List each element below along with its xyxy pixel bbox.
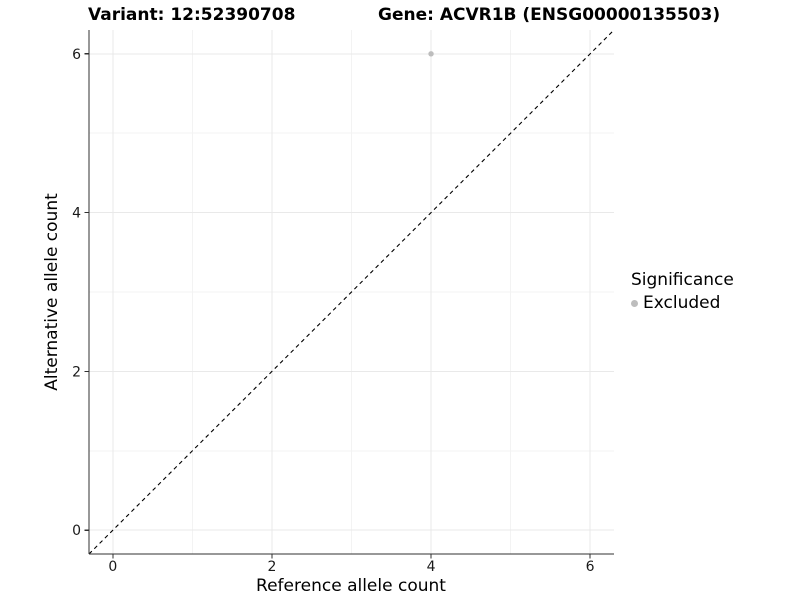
data-point	[428, 51, 434, 57]
legend: Significance Excluded	[631, 270, 734, 313]
identity-reference-line	[88, 29, 615, 555]
y-tick-label: 0	[72, 523, 81, 539]
x-tick-label: 4	[427, 559, 436, 575]
y-tick-label: 2	[72, 364, 81, 380]
x-tick-label: 2	[267, 559, 276, 575]
x-tick-label: 6	[586, 559, 595, 575]
y-tick-label: 6	[72, 47, 81, 63]
x-tick-label: 0	[108, 559, 117, 575]
plot-title-variant: Variant: 12:52390708	[88, 5, 296, 25]
x-axis-title: Reference allele count	[256, 576, 446, 596]
plot-title-gene: Gene: ACVR1B (ENSG00000135503)	[378, 5, 721, 25]
legend-item-excluded: Excluded	[631, 293, 734, 313]
legend-title: Significance	[631, 270, 734, 290]
y-axis-title: Alternative allele count	[42, 193, 62, 391]
y-tick-label: 4	[72, 206, 81, 222]
legend-item-label: Excluded	[643, 293, 721, 313]
legend-key-dot-icon	[631, 299, 638, 307]
